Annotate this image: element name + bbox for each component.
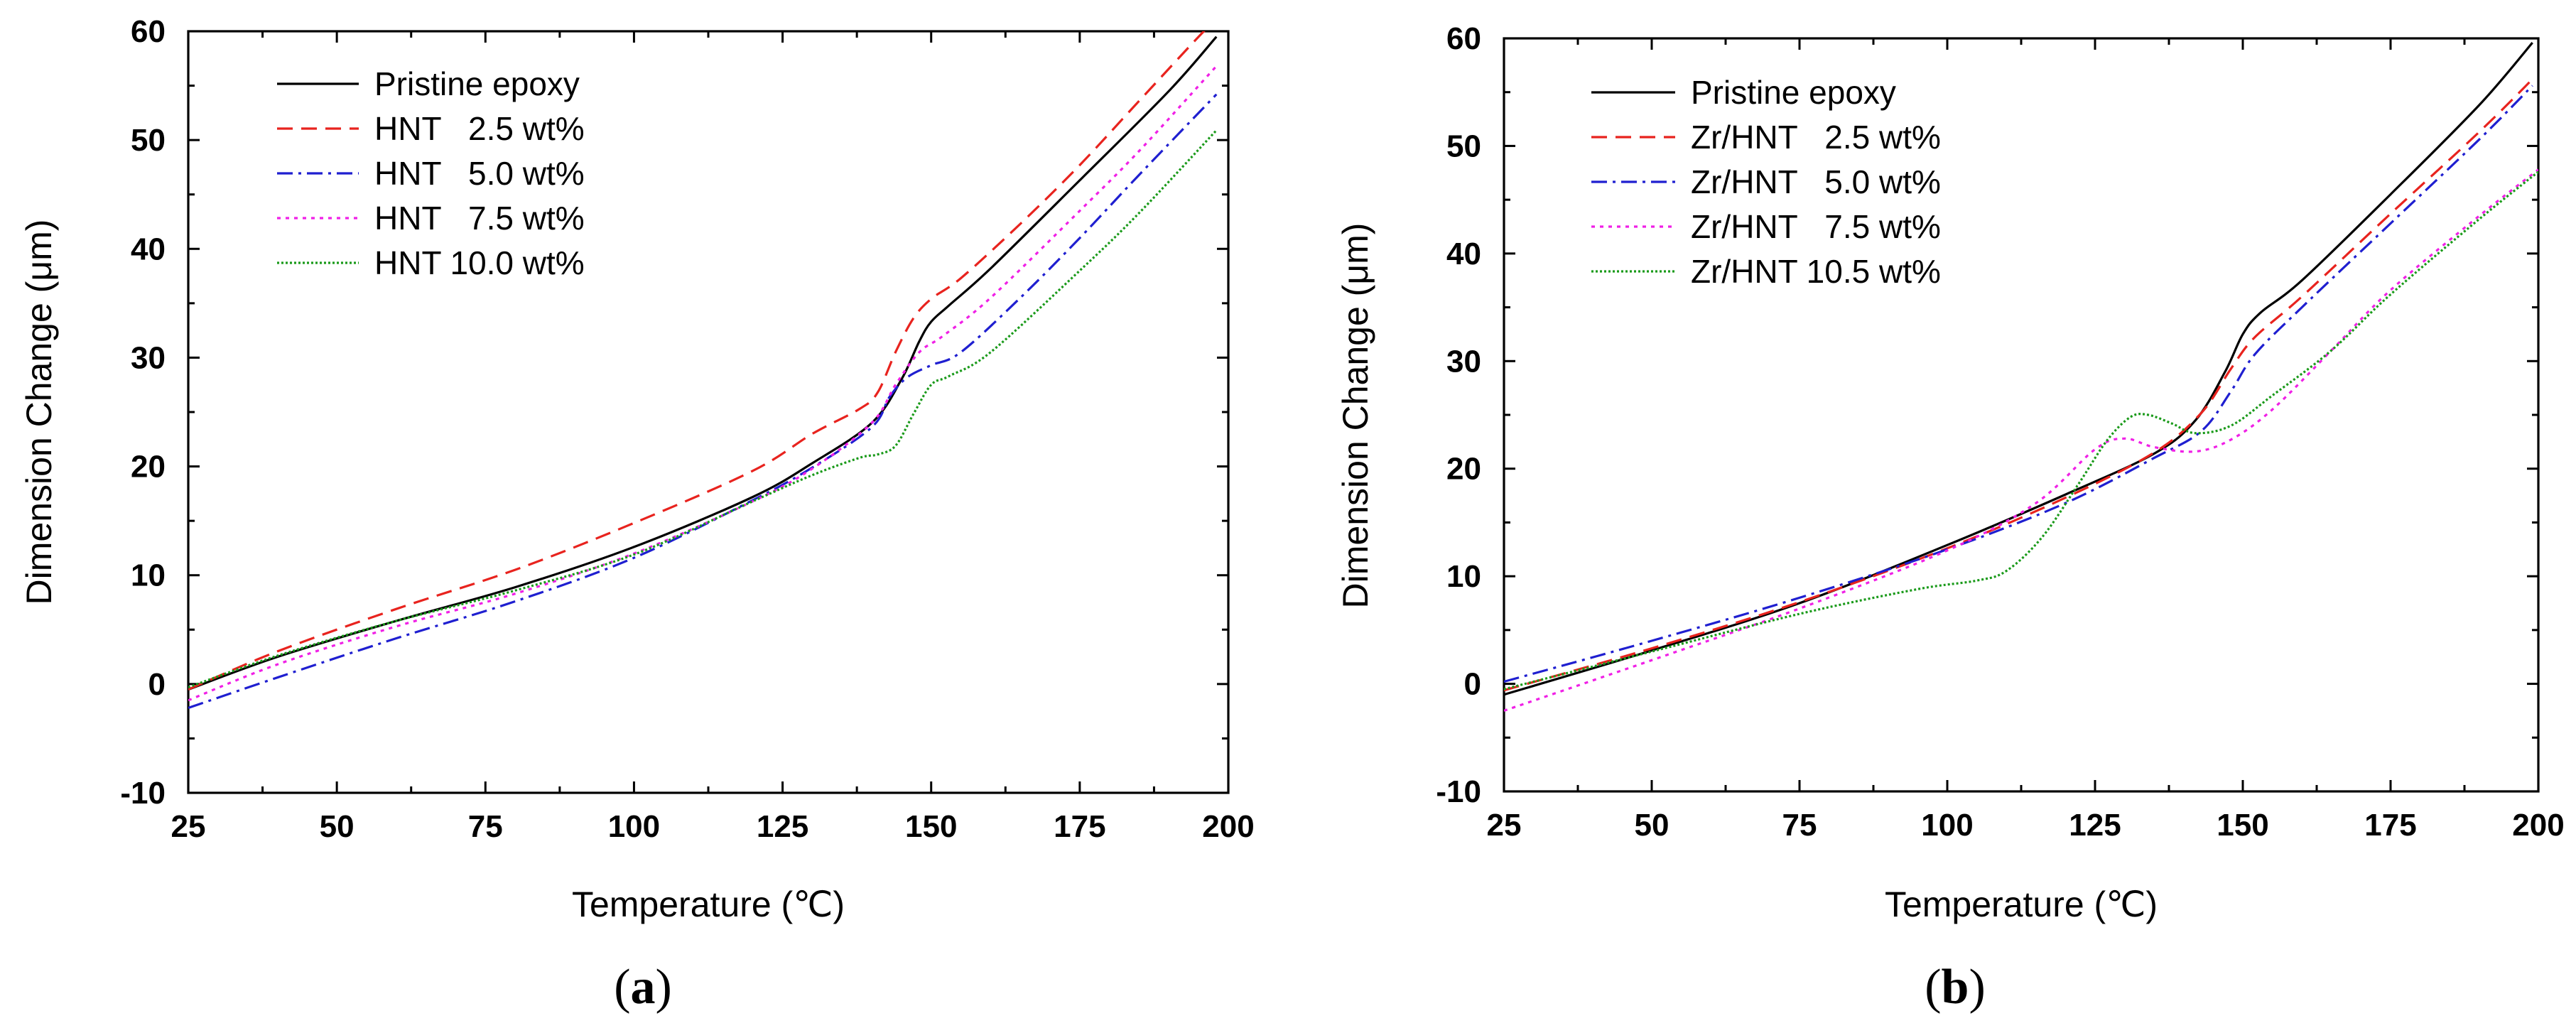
panel-caption-b: (b) [1925, 960, 1986, 1014]
y-tick-label: 60 [1446, 21, 1481, 56]
x-tick-label: 175 [2364, 808, 2416, 843]
x-tick-label: 75 [1782, 808, 1817, 843]
x-tick-label: 150 [2217, 808, 2268, 843]
x-tick-label: 200 [1202, 809, 1254, 844]
x-tick-label: 200 [2512, 808, 2564, 843]
y-tick-label: 40 [131, 232, 166, 266]
series-line-b-2 [1504, 85, 2533, 683]
y-tick-label: 10 [131, 558, 166, 593]
plot-frame-b [1503, 37, 2540, 793]
y-axis-label-a: Dimension Change (μm) [19, 220, 59, 605]
x-tick-label: 50 [320, 809, 355, 844]
x-tick-label: 175 [1054, 809, 1105, 844]
series-line-b-0 [1504, 42, 2533, 696]
chart-panel-b: 25 50 75 100 125 150 175 200 -10 0 10 20 30 40 50 60 P… [1336, 21, 2565, 1014]
series-line-a-3 [188, 65, 1218, 702]
ticks-b [1503, 37, 2540, 793]
y-tick-label: 0 [1464, 667, 1481, 702]
panel-caption-a: (a) [614, 960, 672, 1014]
legend-label-a-1: HNT 2.5 wt% [374, 110, 585, 147]
x-tick-label: 100 [1921, 808, 1973, 843]
x-axis-label-b: Temperature (℃) [1885, 884, 2158, 924]
chart-panel-a: 25 50 75 100 125 150 175 200 -10 0 10 20 30 40 50 60 P… [19, 14, 1255, 1014]
x-tick-label: 125 [757, 809, 808, 844]
x-tick-labels-b: 25 50 75 100 125 150 175 200 [1487, 808, 2565, 843]
y-tick-label: 30 [1446, 344, 1481, 379]
y-tick-label: 30 [131, 340, 166, 375]
legend-label-b-0: Pristine epoxy [1691, 74, 1896, 111]
y-tick-label: 20 [1446, 452, 1481, 487]
x-tick-label: 150 [905, 809, 957, 844]
legend-label-b-2: Zr/HNT 5.0 wt% [1691, 163, 1941, 200]
series-line-b-4 [1504, 170, 2538, 691]
panel-caption-letter-b: b [1942, 960, 1969, 1014]
y-tick-label: 20 [131, 450, 166, 485]
legend-a: Pristine epoxy HNT 2.5 wt% HNT 5.0 wt% HNT … [277, 65, 585, 281]
legend-b: Pristine epoxy Zr/HNT 2.5 wt% Zr/HNT 5.0 w… [1591, 74, 1941, 290]
y-tick-label: 50 [131, 123, 166, 158]
legend-label-a-2: HNT 5.0 wt% [374, 155, 585, 192]
y-tick-label: 0 [148, 667, 166, 702]
y-tick-label: 60 [131, 14, 166, 49]
series-line-b-3 [1504, 168, 2538, 712]
series-group-a [188, 31, 1218, 710]
x-tick-label: 100 [608, 809, 660, 844]
ticks-a [187, 30, 1230, 794]
legend-label-a-3: HNT 7.5 wt% [374, 200, 585, 237]
x-tick-label: 125 [2069, 808, 2121, 843]
y-tick-label: 10 [1446, 559, 1481, 594]
legend-label-b-3: Zr/HNT 7.5 wt% [1691, 208, 1941, 245]
legend-label-a-0: Pristine epoxy [374, 65, 580, 102]
x-axis-label-a: Temperature (℃) [572, 884, 845, 924]
x-tick-label: 75 [468, 809, 503, 844]
y-tick-label: -10 [120, 776, 166, 811]
y-axis-label-b: Dimension Change (μm) [1336, 223, 1375, 609]
x-tick-label: 50 [1635, 808, 1669, 843]
series-group-b [1504, 42, 2538, 712]
y-tick-label: 50 [1446, 129, 1481, 163]
y-tick-label: 40 [1446, 237, 1481, 271]
series-line-b-1 [1504, 78, 2533, 692]
legend-label-a-4: HNT 10.0 wt% [374, 244, 585, 281]
legend-label-b-1: Zr/HNT 2.5 wt% [1691, 119, 1941, 156]
series-line-a-4 [188, 129, 1218, 689]
series-line-a-0 [188, 36, 1218, 691]
legend-label-b-4: Zr/HNT 10.5 wt% [1691, 253, 1941, 290]
x-tick-labels-a: 25 50 75 100 125 150 175 200 [171, 809, 1255, 844]
x-tick-label: 25 [171, 809, 206, 844]
series-line-a-1 [188, 31, 1206, 691]
y-tick-labels-a: -10 0 10 20 30 40 50 60 [120, 14, 166, 811]
x-tick-label: 25 [1487, 808, 1522, 843]
y-tick-labels-b: -10 0 10 20 30 40 50 60 [1436, 21, 1481, 809]
series-line-a-2 [188, 93, 1218, 710]
y-tick-label: -10 [1436, 774, 1481, 809]
panel-caption-letter-a: a [631, 960, 656, 1014]
plot-frame-a [187, 30, 1230, 794]
